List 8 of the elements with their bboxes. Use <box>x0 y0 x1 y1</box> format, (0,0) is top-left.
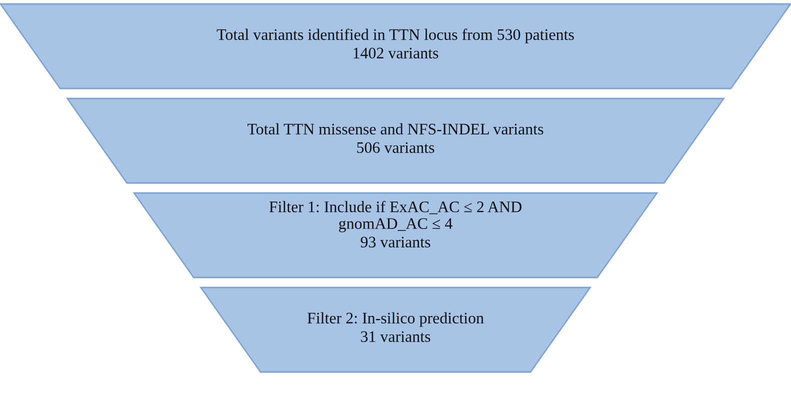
category-label: Total variants identified in TTN locus from 530 patients <box>216 28 574 44</box>
data-label: 1402 variants <box>354 48 438 58</box>
category-label: Total TTN missense and NFS-INDEL variants <box>248 123 544 135</box>
data-label: 93 variants <box>360 236 430 248</box>
data-label: 506 variants <box>357 142 434 153</box>
data-label: 31 variants <box>361 331 430 342</box>
category-label: Filter 2: In-silico prediction <box>307 312 484 327</box>
category-label: Filter 1: Include if ExAC_AC ≤ 2 AND gnomAD_AC ≤ 4 <box>269 200 522 232</box>
